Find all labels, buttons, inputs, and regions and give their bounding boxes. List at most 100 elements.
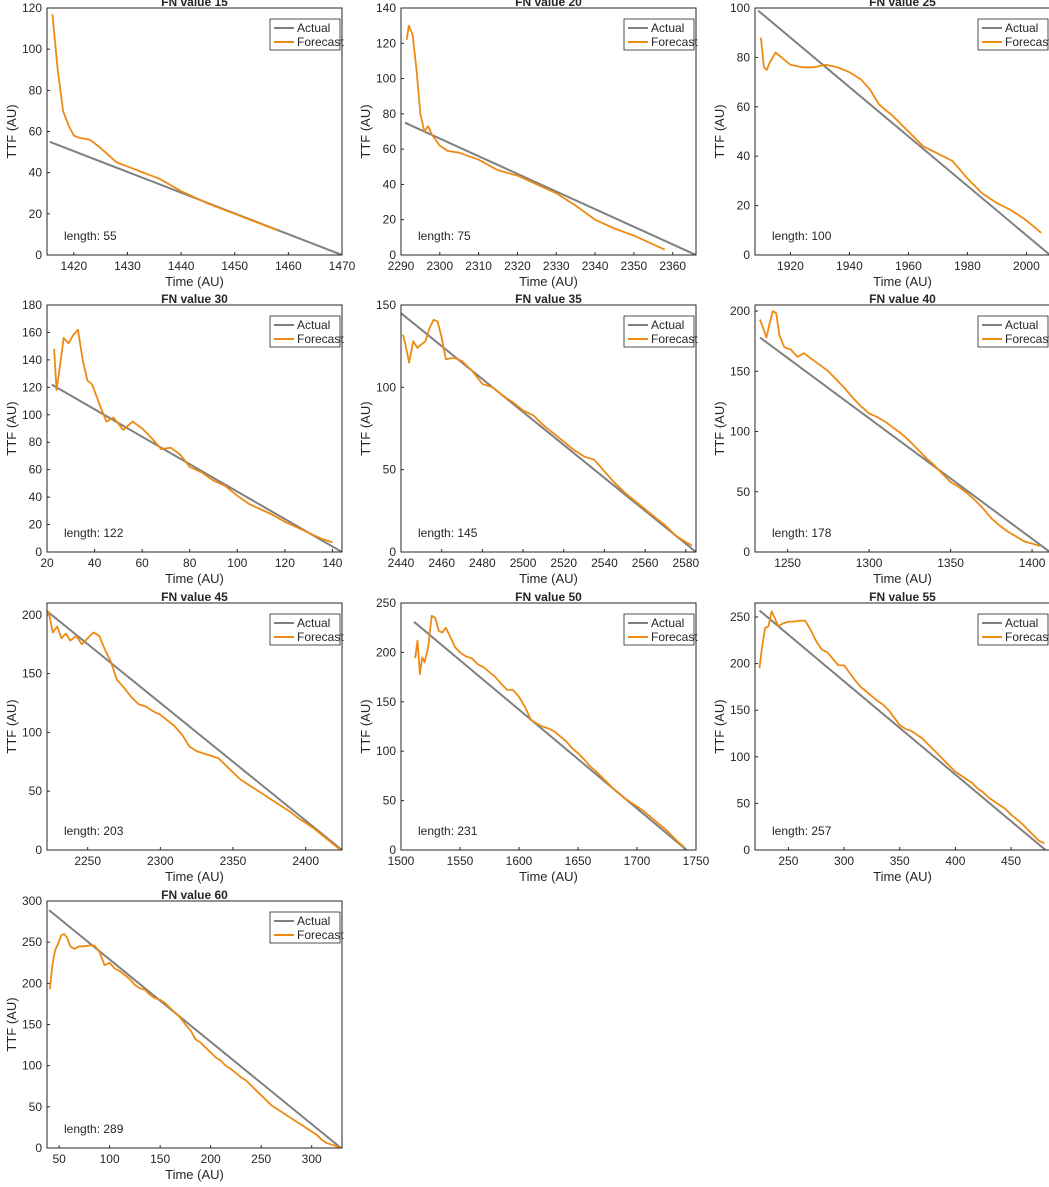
legend-box bbox=[623, 18, 695, 51]
y-tick-label: 60 bbox=[29, 463, 43, 477]
legend-label-actual: Actual bbox=[651, 21, 684, 35]
x-axis-label: Time (AU) bbox=[165, 869, 224, 884]
x-tick-label: 2340 bbox=[582, 259, 609, 273]
x-tick-label: 1550 bbox=[447, 854, 474, 868]
x-tick-label: 1960 bbox=[895, 259, 922, 273]
y-axis-label: TTF (AU) bbox=[4, 401, 19, 455]
y-tick-label: 50 bbox=[737, 796, 751, 810]
y-tick-label: 80 bbox=[29, 435, 43, 449]
series-line-forecast bbox=[405, 24, 666, 251]
x-tick-label: 2320 bbox=[504, 259, 531, 273]
y-tick-label: 150 bbox=[730, 703, 750, 717]
legend-box bbox=[977, 315, 1049, 348]
subplot-3: 0 20 40 60 80 100 1920 1940 1960 1980 2000 FN value… bbox=[712, 0, 1049, 289]
x-axis-label: Time (AU) bbox=[165, 571, 224, 586]
legend-box bbox=[269, 911, 341, 944]
axes-box bbox=[46, 602, 343, 851]
x-tick-label: 1470 bbox=[329, 259, 356, 273]
y-tick-label: 20 bbox=[29, 207, 43, 221]
legend-label-actual: Actual bbox=[1005, 21, 1038, 35]
x-tick-label: 1430 bbox=[114, 259, 141, 273]
y-axis-label: TTF (AU) bbox=[358, 104, 373, 158]
axes-box bbox=[46, 304, 343, 553]
series-line-actual bbox=[413, 621, 688, 850]
y-tick-label: 250 bbox=[22, 935, 42, 949]
legend-box bbox=[623, 613, 695, 646]
y-tick-label: 200 bbox=[22, 976, 42, 990]
length-annotation: length: 122 bbox=[64, 526, 124, 540]
legend-label-forecast: Forecast bbox=[651, 630, 698, 644]
y-axis-label: TTF (AU) bbox=[4, 997, 19, 1051]
legend-label-forecast: Forecast bbox=[297, 35, 344, 49]
y-axis-label: TTF (AU) bbox=[712, 401, 727, 455]
x-tick-label: 2350 bbox=[621, 259, 648, 273]
legend-box bbox=[269, 18, 341, 51]
length-annotation: length: 289 bbox=[64, 1122, 124, 1136]
y-tick-label: 0 bbox=[743, 843, 750, 857]
length-annotation: length: 257 bbox=[772, 824, 832, 838]
x-tick-label: 1350 bbox=[937, 556, 964, 570]
y-tick-label: 0 bbox=[743, 248, 750, 262]
legend-box bbox=[977, 18, 1049, 51]
y-tick-label: 20 bbox=[383, 213, 397, 227]
x-tick-label: 2440 bbox=[388, 556, 415, 570]
y-tick-label: 150 bbox=[376, 695, 396, 709]
y-tick-label: 120 bbox=[22, 1, 42, 15]
axes-box bbox=[754, 304, 1049, 553]
series-line-actual bbox=[757, 9, 1049, 255]
x-tick-label: 120 bbox=[275, 556, 295, 570]
x-tick-label: 1250 bbox=[774, 556, 801, 570]
x-tick-label: 2310 bbox=[465, 259, 492, 273]
x-tick-label: 2350 bbox=[220, 854, 247, 868]
x-tick-label: 2360 bbox=[659, 259, 686, 273]
x-tick-label: 300 bbox=[834, 854, 854, 868]
x-tick-label: 80 bbox=[183, 556, 197, 570]
x-tick-label: 2000 bbox=[1013, 259, 1040, 273]
y-tick-label: 140 bbox=[376, 1, 396, 15]
y-tick-label: 200 bbox=[376, 645, 396, 659]
y-tick-label: 100 bbox=[376, 380, 396, 394]
x-tick-label: 2400 bbox=[292, 854, 319, 868]
y-axis-label: TTF (AU) bbox=[712, 699, 727, 753]
chart-title: FN value 40 bbox=[869, 292, 936, 306]
x-tick-label: 2520 bbox=[550, 556, 577, 570]
x-tick-label: 400 bbox=[945, 854, 965, 868]
subplot-7: 0 50 100 150 200 2250 2300 2350 2400 FN value 45 T… bbox=[4, 590, 344, 884]
x-tick-label: 1440 bbox=[168, 259, 195, 273]
length-annotation: length: 145 bbox=[418, 526, 478, 540]
x-tick-label: 1980 bbox=[954, 259, 981, 273]
y-tick-label: 150 bbox=[22, 1018, 42, 1032]
y-tick-label: 40 bbox=[29, 490, 43, 504]
series-line-actual bbox=[401, 312, 696, 552]
legend-label-actual: Actual bbox=[651, 616, 684, 630]
chart-title: FN value 60 bbox=[161, 888, 228, 902]
x-tick-label: 60 bbox=[135, 556, 149, 570]
series-line-forecast bbox=[51, 14, 278, 232]
y-tick-label: 150 bbox=[22, 667, 42, 681]
x-tick-label: 1940 bbox=[836, 259, 863, 273]
series-line-forecast bbox=[414, 614, 685, 848]
legend-label-actual: Actual bbox=[297, 318, 330, 332]
series-line-forecast bbox=[760, 37, 1042, 234]
y-tick-label: 80 bbox=[737, 50, 751, 64]
y-tick-label: 100 bbox=[22, 725, 42, 739]
y-tick-label: 60 bbox=[737, 100, 751, 114]
x-tick-label: 350 bbox=[890, 854, 910, 868]
x-tick-label: 2300 bbox=[147, 854, 174, 868]
legend-label-actual: Actual bbox=[1005, 616, 1038, 630]
x-tick-label: 50 bbox=[52, 1152, 66, 1166]
x-tick-label: 100 bbox=[100, 1152, 120, 1166]
y-tick-label: 100 bbox=[376, 744, 396, 758]
y-tick-label: 300 bbox=[22, 894, 42, 908]
y-tick-label: 0 bbox=[389, 248, 396, 262]
legend-label-forecast: Forecast bbox=[651, 332, 698, 346]
series-line-actual bbox=[47, 610, 342, 850]
legend-label-forecast: Forecast bbox=[1005, 332, 1049, 346]
x-tick-label: 300 bbox=[302, 1152, 322, 1166]
y-axis-label: TTF (AU) bbox=[4, 104, 19, 158]
y-tick-label: 80 bbox=[383, 107, 397, 121]
subplot-5: 0 50 100 150 2440 2460 2480 2500 2520 2540 2560 258… bbox=[358, 292, 699, 586]
legend-label-actual: Actual bbox=[297, 21, 330, 35]
